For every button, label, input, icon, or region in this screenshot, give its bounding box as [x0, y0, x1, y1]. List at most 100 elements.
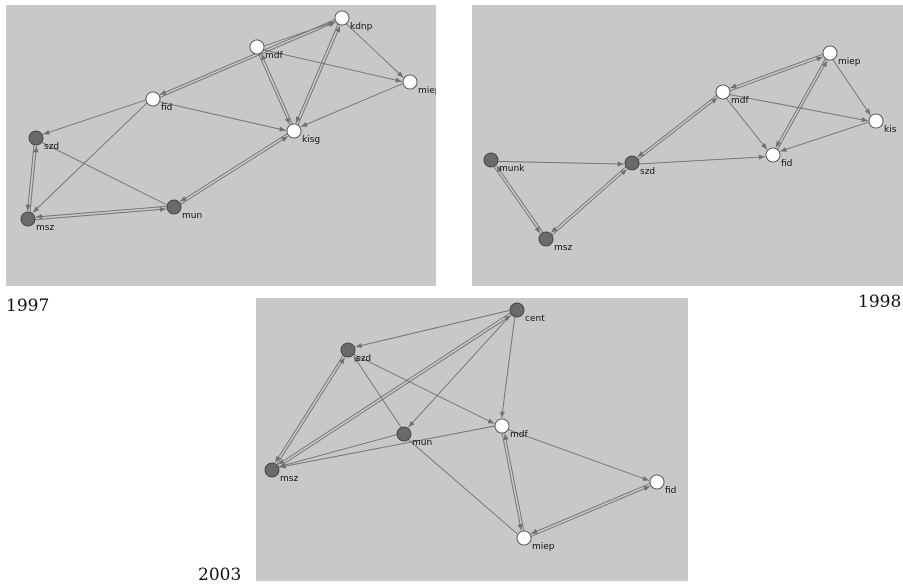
- node-circle-mdf: [249, 39, 265, 55]
- node-munk: munk: [483, 152, 525, 174]
- node-circle-szd: [624, 155, 640, 171]
- edge-msz-to-mun: [35, 207, 167, 221]
- edge-mdf-to-miep: [263, 49, 403, 83]
- edge-miep-to-mdf: [729, 53, 824, 89]
- edge-mdf-to-kis: [729, 94, 868, 123]
- year-label-2003: 2003: [198, 565, 242, 585]
- node-label-szd: szd: [356, 354, 371, 364]
- edge-kdnp-to-miep: [345, 23, 404, 78]
- node-label-mun: mun: [182, 211, 202, 221]
- edge-fid-to-kisg: [159, 101, 286, 132]
- node-miep: miep: [822, 45, 861, 67]
- node-label-mdf: mdf: [510, 430, 528, 440]
- node-label-mdf: mdf: [731, 96, 749, 106]
- node-label-mdf: mdf: [265, 51, 283, 61]
- node-cent: cent: [509, 302, 545, 324]
- node-circle-miep: [516, 530, 532, 546]
- node-circle-mun: [166, 199, 182, 215]
- node-circle-mun: [396, 426, 412, 442]
- edge-munk-to-msz: [493, 166, 541, 234]
- node-circle-msz: [264, 462, 280, 478]
- node-label-kdnp: kdnp: [350, 22, 373, 32]
- edge-miep-to-kis: [832, 59, 871, 116]
- edge-mun-to-miep: [408, 439, 518, 535]
- edge-miep-to-mdf: [503, 433, 525, 531]
- node-circle-fid: [765, 147, 781, 163]
- edges: [493, 53, 871, 236]
- node-mdf: mdf: [494, 418, 528, 440]
- edge-cent-to-szd: [355, 309, 511, 348]
- edge-mdf-to-fid: [725, 98, 768, 150]
- edge-cent-to-mun: [408, 313, 512, 428]
- node-circle-kis: [868, 113, 884, 129]
- edge-kisg-to-mun: [179, 133, 288, 202]
- node-miep: miep: [516, 530, 555, 552]
- edge-szd-to-mdf: [353, 353, 495, 425]
- edge-fid-to-miep: [530, 483, 651, 535]
- edge-mdf-to-szd: [637, 94, 717, 158]
- node-label-msz: msz: [280, 474, 298, 484]
- node-label-kis: kis: [884, 125, 897, 135]
- node-msz: msz: [538, 231, 572, 253]
- edge-msz-to-szd: [276, 357, 346, 466]
- node-circle-mdf: [715, 84, 731, 100]
- edge-szd-to-mdf: [638, 97, 718, 161]
- edge-mdf-to-miep: [501, 433, 523, 531]
- edge-fid-to-miep: [777, 60, 828, 150]
- node-label-fid: fid: [161, 103, 172, 113]
- edge-msz-to-cent: [278, 315, 512, 468]
- node-circle-munk: [483, 152, 499, 168]
- edge-fid-to-msz: [32, 102, 148, 213]
- edge-fid-to-szd: [43, 99, 147, 135]
- edge-miep-to-fid: [530, 485, 651, 537]
- edge-szd-to-mun: [41, 141, 167, 206]
- node-label-szd: szd: [640, 167, 655, 177]
- node-mdf: mdf: [249, 39, 283, 61]
- edge-miep-to-kisg: [300, 83, 404, 128]
- network-panel-1997: kdnp mdf miep fid kisg szd mun msz: [6, 5, 436, 286]
- edge-msz-to-szd: [551, 168, 628, 236]
- node-label-miep: miep: [532, 542, 555, 552]
- node-label-msz: msz: [36, 223, 54, 233]
- node-mun: mun: [396, 426, 432, 448]
- edge-fid-to-kdnp: [159, 21, 336, 98]
- year-label-1997: 1997: [6, 296, 50, 316]
- node-fid: fid: [765, 147, 792, 169]
- edge-miep-to-fid: [775, 58, 826, 148]
- edge-szd-to-msz: [274, 354, 344, 463]
- edges: [274, 309, 651, 537]
- node-circle-fid: [145, 91, 161, 107]
- edge-kdnp-to-kisg: [295, 23, 339, 124]
- network-panel-1998: miep mdf kis fid munk szd msz: [472, 5, 903, 286]
- node-kisg: kisg: [286, 123, 320, 145]
- edge-munk-to-szd: [497, 160, 625, 167]
- node-circle-msz: [538, 231, 554, 247]
- edge-msz-to-szd: [29, 146, 39, 213]
- edge-mun-to-kisg: [180, 136, 289, 205]
- edge-kisg-to-mdf: [260, 53, 293, 125]
- node-fid: fid: [145, 91, 172, 113]
- node-msz: msz: [20, 211, 54, 233]
- node-circle-kdnp: [334, 10, 350, 26]
- network-graph-1997: kdnp mdf miep fid kisg szd mun msz: [20, 10, 436, 233]
- node-fid: fid: [649, 474, 676, 496]
- edge-mdf-to-miep: [729, 56, 824, 92]
- edges: [25, 19, 404, 221]
- node-kdnp: kdnp: [334, 10, 373, 32]
- node-label-miep: miep: [418, 86, 436, 96]
- edge-mdf-to-kisg: [258, 53, 291, 125]
- node-kis: kis: [868, 113, 897, 135]
- edge-cent-to-msz: [277, 312, 511, 465]
- node-circle-miep: [822, 45, 838, 61]
- edge-mun-to-msz: [279, 434, 398, 468]
- year-label-1998: 1998: [858, 292, 902, 312]
- node-label-fid: fid: [781, 159, 792, 169]
- node-szd: szd: [340, 342, 371, 364]
- edge-kis-to-fid: [780, 121, 870, 152]
- node-szd: szd: [624, 155, 655, 177]
- node-label-msz: msz: [554, 243, 572, 253]
- edge-kisg-to-kdnp: [297, 25, 341, 126]
- node-circle-miep: [402, 74, 418, 90]
- edge-cent-to-mdf: [500, 316, 516, 418]
- node-label-kisg: kisg: [302, 135, 320, 145]
